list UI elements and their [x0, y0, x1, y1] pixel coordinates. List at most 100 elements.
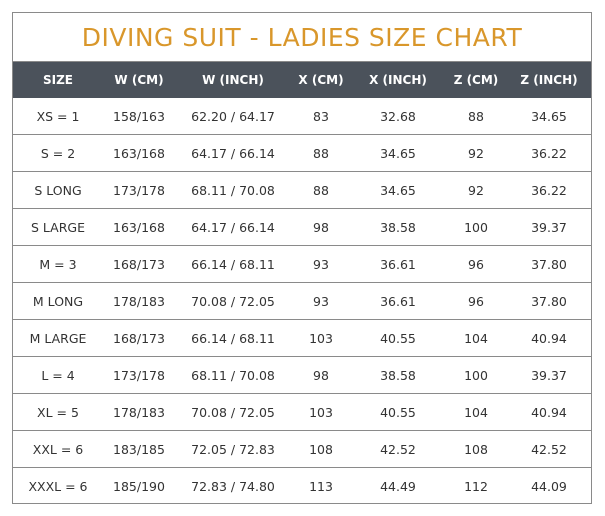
cell-w-inch: 68.11 / 70.08: [175, 356, 291, 394]
cell-x-inch: 44.49: [351, 467, 445, 504]
cell-size: M LONG: [13, 282, 103, 320]
header-size: SIZE: [13, 62, 103, 98]
cell-size: S LARGE: [13, 208, 103, 246]
cell-z-cm: 88: [468, 108, 484, 124]
cell-x-inch: 34.65: [351, 134, 445, 172]
cell-z-cm: 100: [445, 356, 507, 394]
table-row: XL = 5 178/183 70.08 / 72.05 103 40.55 104 40.…: [13, 393, 591, 431]
cell-z-cm: 96: [445, 245, 507, 283]
cell-x-cm: 88: [291, 171, 351, 209]
cell-x-inch: 36.61: [351, 282, 445, 320]
cell-x-inch: 40.55: [351, 319, 445, 357]
cell-x-inch: 40.55: [351, 393, 445, 431]
cell-x-inch: 38.58: [351, 208, 445, 246]
cell-x-cm: 88: [291, 134, 351, 172]
cell-x-cm: 103: [291, 393, 351, 431]
size-table: SIZE W (CM) W (INCH) X (CM) X (INCH) Z (…: [13, 62, 591, 504]
cell-z-cm: 112: [445, 467, 507, 504]
table-row: S = 2 163/168 64.17 / 66.14 88 34.65 92 36.22: [13, 134, 591, 172]
table-row: S LONG 173/178 68.11 / 70.08 88 34.65 92 36.22: [13, 171, 591, 209]
cell-w-cm: 178/183: [103, 393, 175, 431]
cell-z-cm: 104: [445, 393, 507, 431]
cell-z-inch: 39.37: [507, 208, 591, 246]
table-row: XS = 1 158/163 62.20 / 64.17 83 32.68 88 34.65: [13, 98, 591, 135]
cell-w-inch: 70.08 / 72.05: [175, 393, 291, 431]
header-x-cm: X (CM): [291, 62, 351, 98]
header-row: SIZE W (CM) W (INCH) X (CM) X (INCH) Z (…: [13, 62, 591, 98]
cell-x-cm: 93: [291, 245, 351, 283]
table-row: M LONG 178/183 70.08 / 72.05 93 36.61 96 37.80: [13, 282, 591, 320]
cell-z-inch: 36.22: [507, 134, 591, 172]
cell-z-inch: 39.37: [507, 356, 591, 394]
table-row: XXXL = 6 185/190 72.83 / 74.80 113 44.49 112 4…: [13, 467, 591, 504]
cell-size: XXXL = 6: [13, 467, 103, 504]
cell-z-inch: 37.80: [507, 282, 591, 320]
cell-z-cm: 104: [445, 319, 507, 357]
table-header: SIZE W (CM) W (INCH) X (CM) X (INCH) Z (…: [13, 62, 591, 98]
cell-z-cm: 108: [445, 430, 507, 468]
cell-w-cm: 173/178: [103, 356, 175, 394]
cell-x-cm: 108: [291, 430, 351, 468]
chart-title: DIVING SUIT - LADIES SIZE CHART: [13, 13, 591, 62]
header-x-inch: X (INCH): [351, 62, 445, 98]
cell-w-inch: 62.20 / 64.17: [191, 108, 275, 124]
cell-x-inch: 36.61: [351, 245, 445, 283]
cell-size: M LARGE: [13, 319, 103, 357]
cell-z-inch: 40.94: [507, 319, 591, 357]
header-z-inch: Z (INCH): [507, 62, 591, 98]
cell-x-inch: 38.58: [351, 356, 445, 394]
cell-x-cm: 83: [313, 108, 329, 124]
cell-x-cm: 98: [291, 208, 351, 246]
cell-size: XS = 1: [36, 108, 80, 124]
table-row: S LARGE 163/168 64.17 / 66.14 98 38.58 100 39.…: [13, 208, 591, 246]
cell-w-inch: 72.83 / 74.80: [175, 467, 291, 504]
cell-z-inch: 37.80: [507, 245, 591, 283]
cell-z-inch: 36.22: [507, 171, 591, 209]
cell-x-cm: 98: [291, 356, 351, 394]
cell-w-cm: 183/185: [103, 430, 175, 468]
cell-z-inch: 40.94: [507, 393, 591, 431]
cell-size: L = 4: [13, 356, 103, 394]
cell-z-cm: 92: [445, 134, 507, 172]
cell-size: S LONG: [13, 171, 103, 209]
cell-x-cm: 113: [291, 467, 351, 504]
cell-size: XXL = 6: [13, 430, 103, 468]
cell-z-inch: 44.09: [507, 467, 591, 504]
cell-w-inch: 64.17 / 66.14: [175, 208, 291, 246]
cell-z-cm: 96: [445, 282, 507, 320]
cell-w-cm: 158/163: [113, 108, 165, 124]
table-row: M = 3 168/173 66.14 / 68.11 93 36.61 96 37.80: [13, 245, 591, 283]
table-body: XS = 1 158/163 62.20 / 64.17 83 32.68 88 34.65…: [13, 98, 591, 504]
header-w-cm: W (CM): [103, 62, 175, 98]
cell-w-cm: 163/168: [103, 134, 175, 172]
cell-x-inch: 42.52: [351, 430, 445, 468]
cell-w-inch: 66.14 / 68.11: [175, 319, 291, 357]
cell-w-inch: 70.08 / 72.05: [175, 282, 291, 320]
cell-w-cm: 173/178: [103, 171, 175, 209]
cell-x-inch: 34.65: [351, 171, 445, 209]
cell-w-inch: 68.11 / 70.08: [175, 171, 291, 209]
cell-w-cm: 168/173: [103, 245, 175, 283]
cell-x-cm: 93: [291, 282, 351, 320]
cell-z-cm: 100: [445, 208, 507, 246]
table-row: XXL = 6 183/185 72.05 / 72.83 108 42.52 108 42…: [13, 430, 591, 468]
cell-size: S = 2: [13, 134, 103, 172]
table-row: M LARGE 168/173 66.14 / 68.11 103 40.55 104 40…: [13, 319, 591, 357]
cell-w-cm: 163/168: [103, 208, 175, 246]
table-row: L = 4 173/178 68.11 / 70.08 98 38.58 100 39.37: [13, 356, 591, 394]
cell-size: M = 3: [13, 245, 103, 283]
cell-z-cm: 92: [445, 171, 507, 209]
cell-w-cm: 178/183: [103, 282, 175, 320]
header-w-inch: W (INCH): [175, 62, 291, 98]
cell-x-inch: 32.68: [380, 108, 416, 124]
cell-w-inch: 72.05 / 72.83: [175, 430, 291, 468]
cell-z-inch: 42.52: [507, 430, 591, 468]
cell-w-cm: 168/173: [103, 319, 175, 357]
cell-x-cm: 103: [291, 319, 351, 357]
size-chart: DIVING SUIT - LADIES SIZE CHART SIZE W (…: [12, 12, 592, 504]
cell-w-inch: 66.14 / 68.11: [175, 245, 291, 283]
cell-w-cm: 185/190: [103, 467, 175, 504]
cell-z-inch: 34.65: [531, 108, 567, 124]
header-z-cm: Z (CM): [445, 62, 507, 98]
cell-size: XL = 5: [13, 393, 103, 431]
